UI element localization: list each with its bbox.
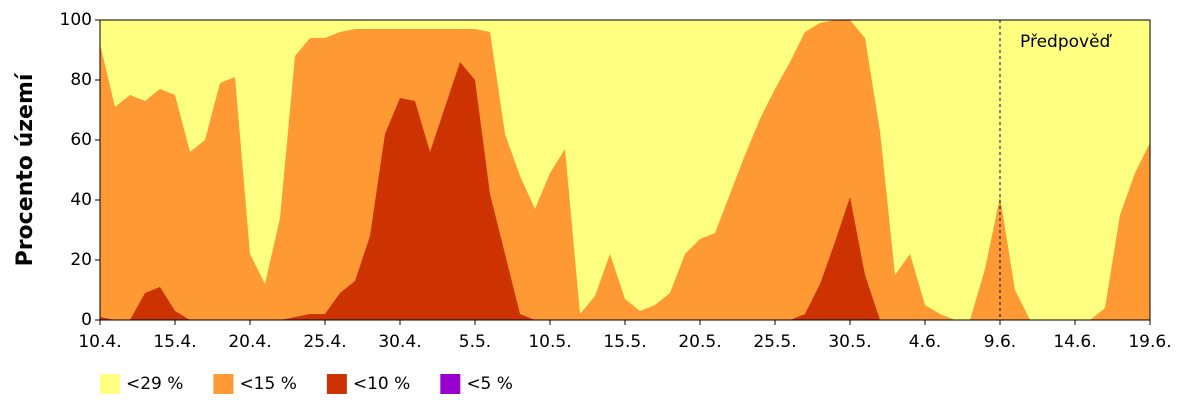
x-tick-label: 20.5. (678, 332, 721, 352)
x-tick-label: 9.6. (984, 332, 1016, 352)
legend-swatch (440, 374, 461, 394)
annotation: Předpověď (1020, 32, 1113, 52)
legend-label: <5 % (466, 374, 513, 394)
x-tick-label: 25.5. (753, 332, 796, 352)
x-tick-label: 15.4. (153, 332, 196, 352)
y-tick-label: 40 (70, 190, 92, 210)
x-tick-label: 10.5. (528, 332, 571, 352)
x-tick-label: 30.4. (378, 332, 421, 352)
legend-swatch (326, 374, 347, 394)
legend-swatch (100, 374, 120, 394)
x-tick-label: 30.5. (828, 332, 871, 352)
y-tick-label: 100 (60, 10, 92, 30)
legend-label: <15 % (239, 374, 296, 394)
legend-label: <10 % (353, 374, 410, 394)
x-tick-label: 20.4. (228, 332, 271, 352)
x-tick-label: 5.5. (459, 332, 491, 352)
x-tick-label: 14.6. (1053, 332, 1096, 352)
x-tick-label: 10.4. (78, 332, 121, 352)
x-tick-label: 15.5. (603, 332, 646, 352)
y-tick-label: 80 (70, 70, 92, 90)
area (100, 20, 1150, 320)
x-tick-label: 4.6. (909, 332, 941, 352)
legend-label: <29 % (126, 374, 183, 394)
x-tick-label: 19.6. (1128, 332, 1171, 352)
y-tick-label: 60 (70, 130, 92, 150)
legend-swatch (213, 374, 234, 394)
y-tick-label: 20 (70, 250, 92, 270)
x-tick-label: 25.4. (303, 332, 346, 352)
y-axis-label: Procento území (13, 72, 38, 266)
y-tick-label: 0 (81, 310, 92, 330)
